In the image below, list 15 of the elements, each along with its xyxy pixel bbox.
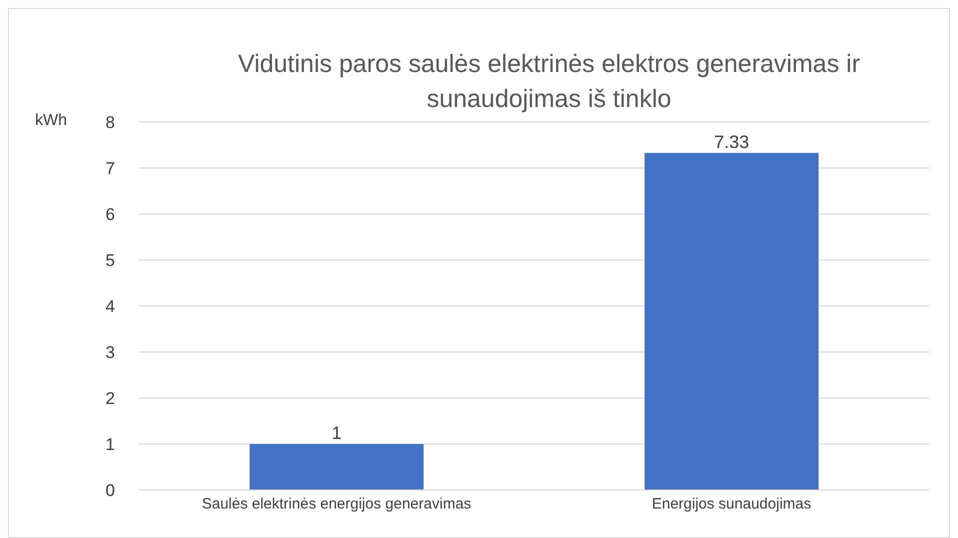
y-tick-label: 8 — [106, 113, 115, 132]
y-tick-label: 1 — [106, 435, 115, 454]
data-label: 1 — [332, 423, 342, 443]
chart-title: Vidutinis paros saulės elektrinės elektros generavimas ir sunaudojimas iš tinklo — [236, 49, 862, 115]
y-tick-label: 6 — [106, 205, 115, 224]
y-tick-label: 3 — [106, 343, 115, 362]
x-tick-label: Energijos sunaudojimas — [652, 496, 812, 513]
y-tick-label: 0 — [106, 481, 115, 500]
x-tick-label: Saulės elektrinės energijos generavimas — [202, 496, 472, 513]
data-label: 7.33 — [714, 132, 750, 152]
y-tick-label: 5 — [106, 251, 115, 270]
y-axis-title: kWh — [35, 112, 67, 130]
y-tick-label: 7 — [106, 159, 115, 178]
y-tick-label: 2 — [106, 389, 115, 408]
y-tick-label: 4 — [106, 297, 115, 316]
